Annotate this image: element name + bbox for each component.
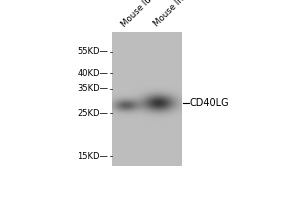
FancyBboxPatch shape <box>112 32 182 166</box>
Text: Mouse lung: Mouse lung <box>119 0 161 29</box>
Text: 35KD—: 35KD— <box>77 84 108 93</box>
Text: CD40LG: CD40LG <box>190 98 230 108</box>
Text: 15KD—: 15KD— <box>77 152 108 161</box>
Text: 40KD—: 40KD— <box>77 69 108 78</box>
Text: 55KD—: 55KD— <box>77 47 108 56</box>
Text: Mouse liver: Mouse liver <box>152 0 194 29</box>
Text: 25KD—: 25KD— <box>77 109 108 118</box>
